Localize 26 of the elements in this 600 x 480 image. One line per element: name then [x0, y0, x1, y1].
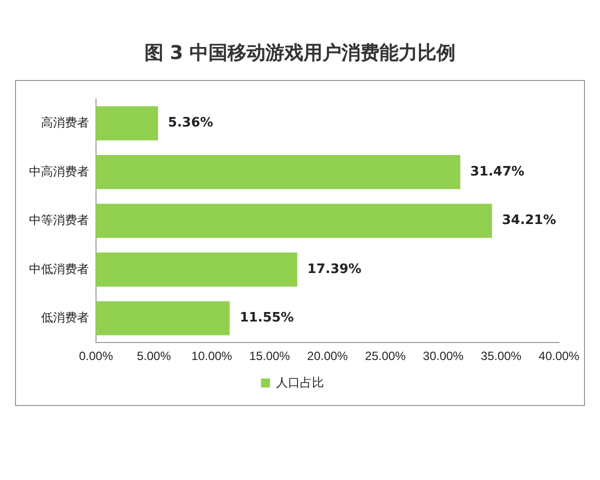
x-tick-label: 10.00% [191, 349, 232, 364]
x-tick-label: 20.00% [307, 349, 348, 364]
y-tick-label: 高消费者 [41, 116, 89, 130]
bar [96, 204, 492, 238]
y-tick-label: 中高消费者 [29, 164, 89, 178]
bar [96, 106, 158, 140]
x-tick-label: 5.00% [136, 349, 172, 364]
x-tick-label: 0.00% [78, 349, 114, 364]
text: 17.39% [307, 262, 362, 277]
text: 34.21% [502, 213, 556, 228]
x-tick-label: 15.00% [249, 349, 290, 364]
y-tick-label: 中低消费者 [29, 262, 89, 276]
x-tick-label: 40.00% [538, 349, 580, 364]
x-tick-label: 30.00% [422, 349, 464, 364]
x-tick-label: 35.00% [480, 349, 522, 364]
bar [96, 252, 298, 287]
text: 5.36% [168, 116, 214, 131]
bar [96, 155, 460, 190]
bar [96, 301, 230, 336]
y-tick-label: 低消费者 [41, 310, 89, 325]
text: 11.55% [240, 310, 294, 326]
text: 31.47% [470, 164, 524, 180]
legend-label: 人口占比 [276, 375, 324, 390]
y-tick-label: 中等消费者 [29, 213, 89, 228]
x-tick-label: 25.00% [365, 349, 406, 364]
chart-title: 图 3 中国移动游戏用户消费能力比例 [143, 41, 457, 66]
